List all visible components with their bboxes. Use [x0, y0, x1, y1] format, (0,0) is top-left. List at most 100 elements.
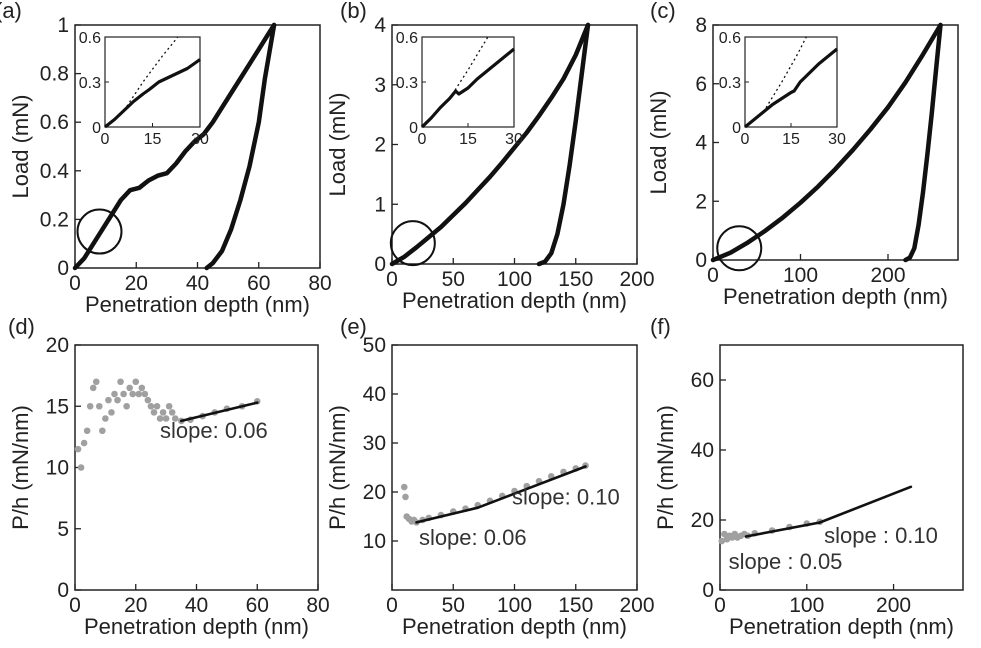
- inset-y-tick-label: 0: [732, 120, 741, 137]
- x-axis-label: Penetration depth (nm): [729, 614, 954, 639]
- inset-x-tick-label: 0: [101, 131, 110, 148]
- y-tick-label: 8: [695, 14, 707, 37]
- inset-y-tick-label: 0.3: [396, 75, 418, 92]
- slope-label: slope: 0.06: [419, 525, 527, 550]
- inset-data-line: [743, 47, 839, 129]
- y-axis-label: P/h (mN/nm): [8, 405, 33, 530]
- inset-y-tick-label: 0.3: [79, 75, 101, 92]
- y-tick-label: 50: [363, 334, 386, 357]
- data-point: [77, 464, 85, 471]
- data-point: [171, 415, 179, 422]
- panel-label: (c): [650, 0, 676, 23]
- data-point: [120, 390, 127, 398]
- inset-x-tick-label: 15: [782, 131, 800, 148]
- x-tick-label: 20: [125, 272, 148, 295]
- data-point: [159, 409, 167, 416]
- inset-x-tick-label: 0: [418, 131, 427, 148]
- y-tick-label: 20: [691, 509, 714, 532]
- data-point: [105, 396, 112, 404]
- data-point: [102, 415, 109, 422]
- x-tick-label: 0: [386, 268, 398, 291]
- y-tick-label: 1: [57, 14, 69, 37]
- y-axis-label: P/h (mN/nm): [653, 405, 678, 530]
- panel-label: (b): [340, 0, 367, 23]
- x-axis-label: Penetration depth (nm): [723, 284, 948, 309]
- plot-frame: [74, 344, 319, 591]
- y-tick-label: 1: [374, 193, 386, 216]
- x-tick-label: 200: [619, 268, 654, 291]
- data-line-loading: [389, 22, 591, 267]
- data-point: [400, 483, 408, 491]
- data-point: [721, 530, 728, 538]
- y-tick-label: 40: [363, 383, 386, 406]
- y-tick-label: 0.4: [40, 160, 70, 183]
- y-tick-label: 20: [363, 481, 386, 504]
- y-tick-label: 0: [702, 579, 714, 602]
- y-tick-label: 10: [46, 457, 69, 480]
- data-point: [129, 390, 137, 398]
- y-tick-label: 20: [46, 334, 69, 357]
- data-point: [147, 402, 155, 410]
- slope-label: slope: 0.10: [512, 484, 620, 509]
- x-tick-label: 200: [619, 594, 654, 617]
- y-tick-label: 0.8: [40, 63, 69, 86]
- data-line-loading: [710, 22, 943, 263]
- inset-extrapolation-line: [762, 36, 807, 113]
- slope-label: slope: 0.06: [160, 418, 268, 443]
- y-tick-label: 5: [57, 518, 69, 541]
- y-axis-label: Load (mN): [325, 93, 350, 197]
- x-axis-label: Penetration depth (nm): [85, 292, 310, 317]
- inset-extrapolation-line: [449, 36, 489, 99]
- data-point: [111, 390, 118, 398]
- inset-chart: 0 15 30 0 0.3 0.6: [719, 30, 846, 148]
- x-tick-label: 0: [386, 594, 398, 617]
- chart-panel-2: (c) 0 100 200 0 2 4 6 8 Penetration depth (nm) Loa…: [646, 0, 959, 309]
- inset-x-tick-label: 30: [191, 131, 209, 148]
- x-tick-label: 100: [497, 594, 532, 617]
- slope-label: slope : 0.05: [729, 549, 843, 574]
- y-axis-label: Load (mN): [8, 95, 33, 199]
- slope-label: slope : 0.10: [824, 523, 938, 548]
- highlight-circle: [389, 220, 436, 267]
- inset-x-tick-label: 15: [459, 131, 477, 148]
- data-point: [108, 409, 115, 416]
- inset-y-tick-label: 0.6: [79, 30, 101, 47]
- x-tick-label: 0: [69, 594, 81, 617]
- x-tick-label: 60: [246, 594, 269, 617]
- data-point: [132, 378, 140, 386]
- y-tick-label: 60: [691, 369, 714, 392]
- inset-y-tick-label: 0.6: [396, 30, 418, 47]
- y-tick-label: 3: [374, 74, 386, 97]
- inset-y-tick-label: 0.6: [719, 30, 741, 47]
- x-tick-label: 100: [497, 268, 532, 291]
- y-tick-label: 6: [695, 73, 707, 96]
- y-tick-label: 15: [46, 395, 69, 418]
- y-tick-label: 4: [695, 132, 707, 155]
- data-point: [126, 384, 133, 392]
- panel-label: (f): [650, 314, 671, 339]
- y-tick-label: 30: [363, 432, 386, 455]
- data-point: [150, 409, 158, 416]
- inset-data-line: [420, 47, 516, 129]
- data-point: [141, 390, 149, 398]
- y-axis-label: P/h (mN/nm): [325, 405, 350, 530]
- data-point: [92, 378, 100, 386]
- data-point: [74, 445, 82, 453]
- data-point: [138, 384, 146, 392]
- x-tick-label: 100: [783, 264, 818, 287]
- y-tick-label: 0: [695, 249, 707, 272]
- inset-y-tick-label: 0: [92, 120, 101, 137]
- inset-x-tick-label: 30: [505, 131, 523, 148]
- x-tick-label: 200: [876, 594, 911, 617]
- y-tick-label: 0: [57, 579, 69, 602]
- data-line-unloading: [903, 22, 943, 263]
- data-point: [89, 384, 97, 392]
- y-tick-label: 0: [57, 257, 69, 280]
- fit-line: [818, 485, 913, 524]
- x-tick-label: 150: [558, 268, 593, 291]
- inset-data-line: [104, 58, 201, 129]
- x-tick-label: 60: [247, 272, 270, 295]
